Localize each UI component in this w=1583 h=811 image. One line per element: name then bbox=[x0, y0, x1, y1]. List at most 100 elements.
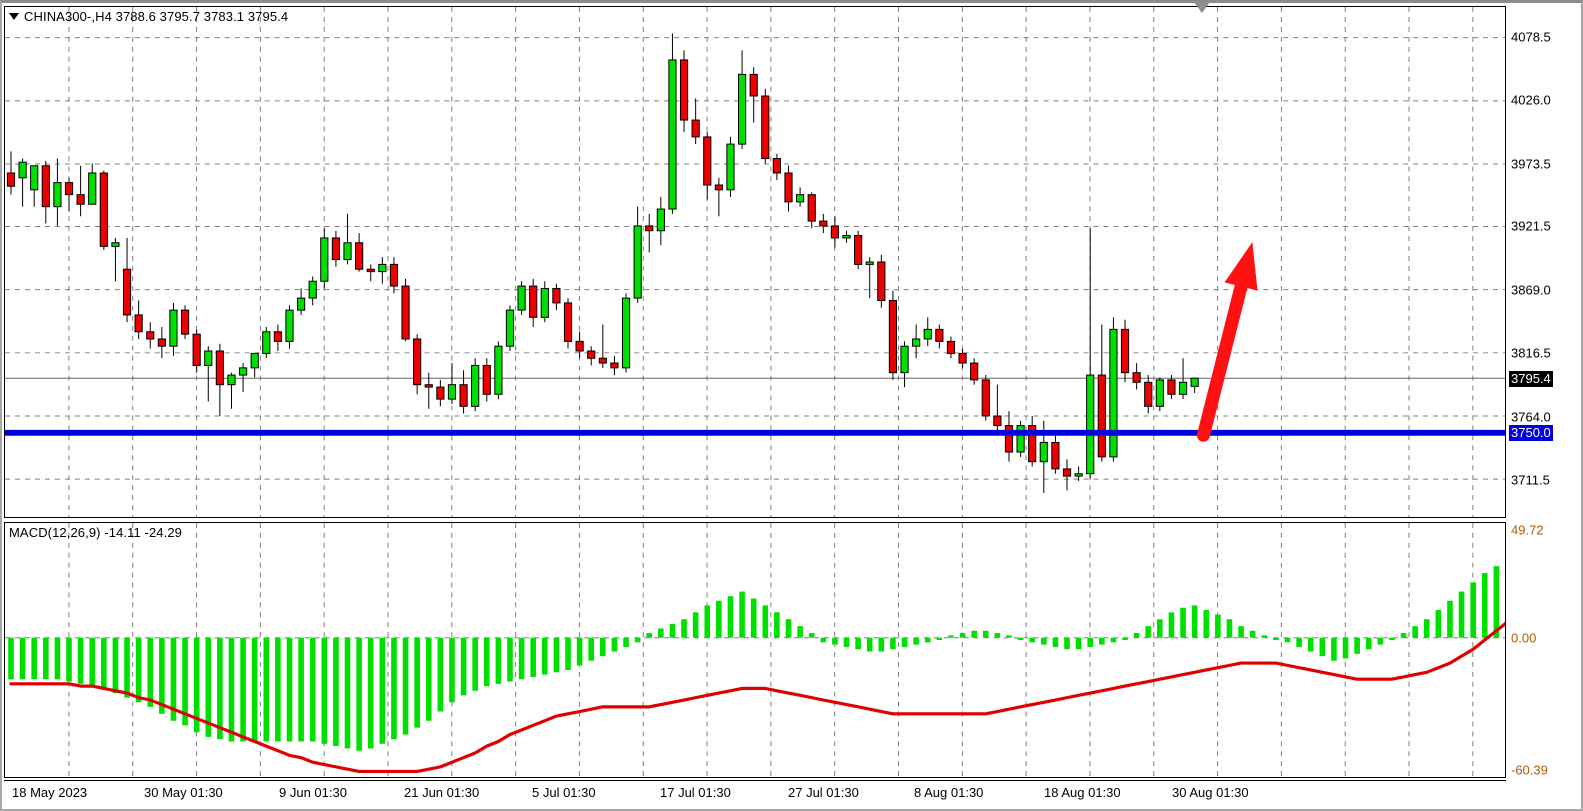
macd-histogram-bar bbox=[1145, 626, 1152, 638]
macd-histogram-bar bbox=[1203, 610, 1210, 638]
macd-histogram-bar bbox=[1493, 566, 1500, 638]
macd-panel[interactable]: MACD(12,26,9) -14.11 -24.29 bbox=[4, 522, 1506, 778]
price-axis-tick: 4026.0 bbox=[1511, 92, 1551, 108]
macd-histogram-bar bbox=[356, 637, 362, 751]
macd-histogram-bar bbox=[1470, 582, 1476, 638]
macd-histogram-bar bbox=[1319, 637, 1326, 657]
candlestick bbox=[529, 278, 538, 327]
candlestick bbox=[238, 363, 248, 392]
candlestick bbox=[389, 257, 399, 294]
macd-histogram-bar bbox=[1017, 637, 1024, 641]
candlestick bbox=[993, 384, 1002, 436]
macd-histogram-bar bbox=[982, 630, 989, 638]
macd-histogram-bar bbox=[1157, 619, 1163, 638]
price-axis-tick: 3711.5 bbox=[1511, 472, 1550, 488]
macd-histogram-bar bbox=[344, 637, 351, 749]
candlestick bbox=[308, 276, 317, 306]
macd-histogram-bar bbox=[565, 637, 571, 670]
candlestick bbox=[691, 98, 700, 145]
candlestick bbox=[76, 165, 85, 217]
candlestick bbox=[192, 329, 201, 373]
candlestick bbox=[1062, 459, 1072, 491]
candlestick bbox=[320, 228, 329, 289]
candlestick bbox=[122, 237, 132, 323]
macd-histogram-bar bbox=[1296, 637, 1302, 647]
candlestick bbox=[273, 324, 282, 352]
candlestick bbox=[1144, 375, 1153, 414]
macd-header: MACD(12,26,9) -14.11 -24.29 bbox=[9, 525, 182, 540]
price-axis[interactable]: 4078.5 4026.0 3973.5 3921.5 3869.0 3816.5 3764… bbox=[1508, 6, 1581, 518]
candlestick bbox=[331, 230, 341, 267]
candlestick bbox=[1120, 319, 1130, 383]
macd-histogram-bar bbox=[600, 637, 606, 657]
macd-header-text: MACD(12,26,9) -14.11 -24.29 bbox=[9, 525, 182, 540]
macd-histogram-bar bbox=[8, 637, 14, 680]
macd-histogram-bar bbox=[263, 637, 270, 742]
time-axis[interactable]: 18 May 2023 30 May 01:30 9 Jun 01:30 21 Jun… bbox=[4, 780, 1506, 809]
macd-histogram-bar bbox=[890, 637, 896, 650]
macd-histogram-bar bbox=[391, 637, 397, 740]
candlestick bbox=[865, 257, 874, 299]
time-axis-label: 21 Jun 01:30 bbox=[404, 785, 480, 800]
macd-histogram-bar bbox=[1215, 614, 1221, 638]
time-axis-label: 18 Aug 01:30 bbox=[1044, 785, 1121, 800]
time-axis-label: 18 May 2023 bbox=[12, 785, 88, 800]
price-chart-canvas[interactable] bbox=[5, 7, 1505, 517]
macd-histogram-bar bbox=[808, 633, 815, 638]
macd-histogram-bar bbox=[89, 637, 96, 687]
macd-histogram-bar bbox=[193, 637, 200, 733]
candlestick bbox=[1004, 411, 1014, 462]
chart-top-marker-icon[interactable] bbox=[1194, 2, 1210, 13]
price-chart-panel[interactable]: CHINA300-,H4 3788.6 3795.7 3783.1 3795.4 bbox=[4, 6, 1506, 518]
price-axis-tick: 4078.5 bbox=[1511, 29, 1551, 45]
macd-histogram-bar bbox=[217, 637, 223, 740]
candlestick bbox=[64, 177, 74, 212]
macd-histogram-bar bbox=[727, 596, 734, 638]
macd-histogram-bar bbox=[855, 637, 861, 650]
macd-histogram-bar bbox=[286, 637, 293, 742]
support-level-label[interactable]: 3750.0 bbox=[1509, 425, 1553, 442]
candlestick bbox=[99, 170, 108, 250]
candlestick bbox=[563, 298, 573, 349]
triangle-down-icon[interactable] bbox=[9, 13, 19, 20]
macd-histogram-bar bbox=[658, 628, 664, 638]
macd-histogram-bar bbox=[623, 637, 629, 647]
macd-histogram-bar bbox=[182, 637, 188, 726]
candlestick bbox=[134, 300, 143, 339]
candlestick bbox=[552, 283, 561, 311]
candlestick bbox=[970, 358, 979, 385]
candlestick bbox=[1190, 377, 1199, 393]
candlestick bbox=[1109, 317, 1118, 462]
macd-axis[interactable]: 49.72 0.00 -60.39 bbox=[1508, 522, 1581, 778]
macd-histogram-bar bbox=[1458, 591, 1465, 638]
candlestick bbox=[505, 305, 515, 352]
macd-histogram-bar bbox=[1040, 637, 1047, 645]
candlestick bbox=[424, 372, 433, 409]
bullish-arrow[interactable] bbox=[1196, 242, 1258, 442]
macd-histogram-bar bbox=[704, 605, 711, 638]
candlestick bbox=[830, 216, 840, 248]
candlestick bbox=[88, 163, 97, 205]
candlestick bbox=[842, 230, 851, 243]
time-axis-label: 8 Aug 01:30 bbox=[914, 785, 984, 800]
price-axis-tick: 3869.0 bbox=[1511, 282, 1551, 298]
macd-canvas[interactable] bbox=[5, 523, 1505, 777]
macd-histogram-bar bbox=[1284, 637, 1291, 643]
candlestick bbox=[668, 33, 677, 214]
macd-histogram-bar bbox=[1075, 637, 1082, 650]
candlestick bbox=[227, 372, 236, 409]
macd-histogram-bar bbox=[159, 637, 165, 714]
macd-histogram-bar bbox=[449, 637, 455, 703]
macd-histogram-bar bbox=[1029, 637, 1035, 643]
candlestick bbox=[587, 346, 596, 366]
macd-histogram-bar bbox=[553, 637, 560, 673]
candlestick bbox=[482, 358, 491, 402]
candlestick bbox=[1178, 358, 1188, 400]
candlestick bbox=[1097, 324, 1106, 462]
macd-histogram-bar bbox=[19, 637, 26, 680]
price-axis-tick: 3921.5 bbox=[1511, 218, 1551, 234]
candlestick bbox=[459, 370, 468, 414]
macd-histogram-bar bbox=[1389, 637, 1395, 641]
macd-histogram-bar bbox=[959, 633, 966, 638]
